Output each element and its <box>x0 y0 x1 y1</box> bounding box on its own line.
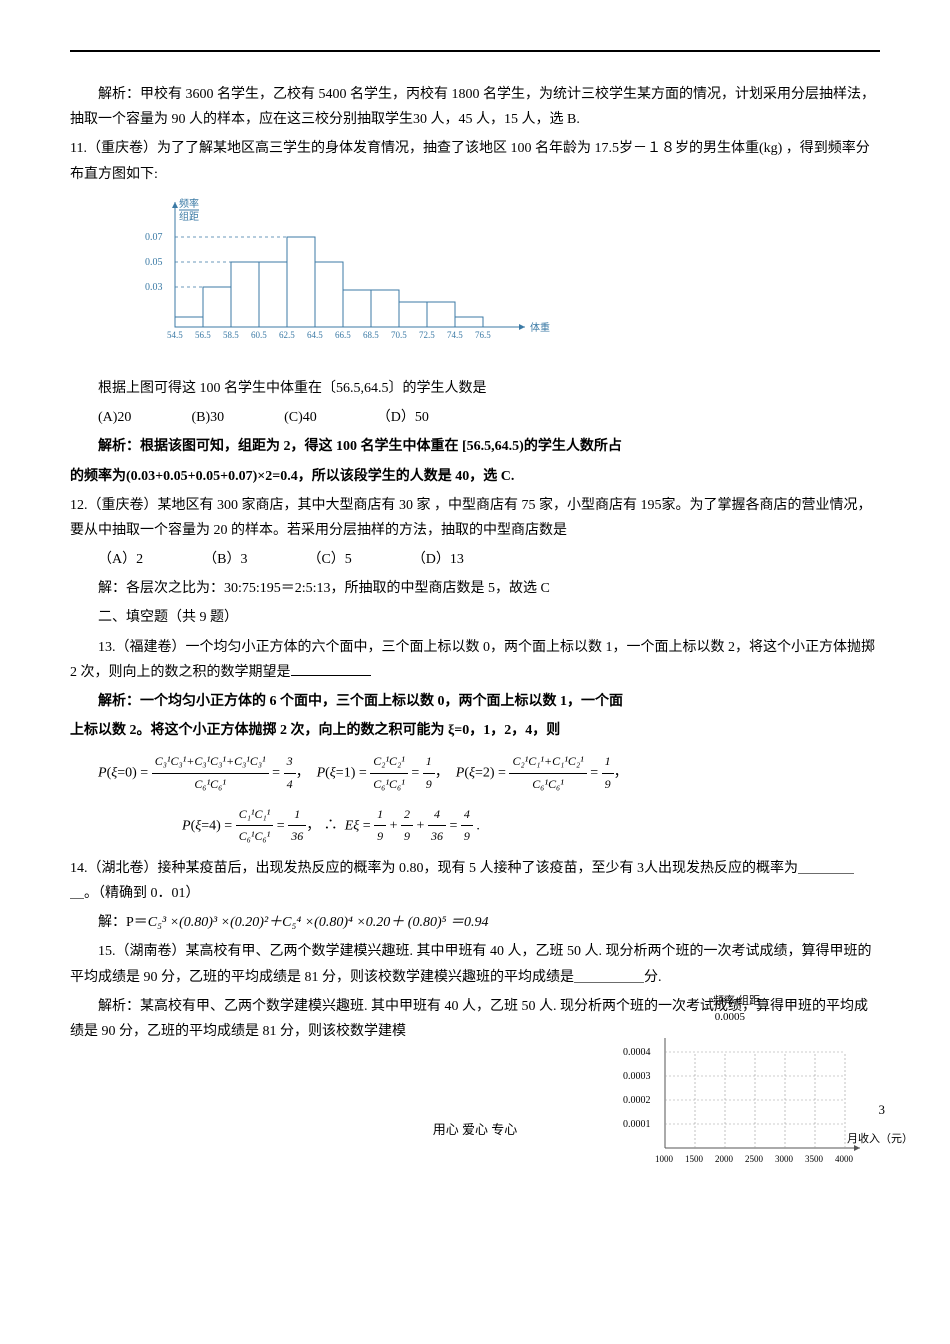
blank <box>291 661 371 676</box>
svg-text:3500: 3500 <box>805 1154 824 1164</box>
q11-answer2: 的频率为(0.03+0.05+0.05+0.07)×2=0.4，所以该段学生的人… <box>70 464 880 489</box>
svg-text:64.5: 64.5 <box>307 330 323 340</box>
svg-text:76.5: 76.5 <box>475 330 491 340</box>
svg-text:72.5: 72.5 <box>419 330 435 340</box>
svg-text:68.5: 68.5 <box>363 330 379 340</box>
svg-text:2500: 2500 <box>745 1154 764 1164</box>
svg-text:0.0003: 0.0003 <box>623 1071 651 1082</box>
q15-stem: 15.（湖南卷）某高校有甲、乙两个数学建模兴趣班. 其中甲班有 40 人，乙班 … <box>70 939 880 989</box>
svg-text:体重(kg): 体重(kg) <box>530 321 550 334</box>
q13-answer1: 解析：一个均匀小正方体的 6 个面中，三个面上标以数 0，两个面上标以数 1，一… <box>70 689 880 714</box>
svg-text:0.0002: 0.0002 <box>623 1095 651 1106</box>
q11-answer1: 解析：根据该图可知，组距为 2，得这 100 名学生中体重在 [56.5,64.… <box>70 434 880 459</box>
overlay-label2: 0.0005 <box>687 1008 745 1028</box>
q13-formula1: P(ξ=0) = C₃¹C₃¹+C₃¹C₃¹+C₃¹C₃¹C₆¹C₆¹ = 34… <box>98 751 880 795</box>
q12-opt-a: （A）2 <box>98 547 143 572</box>
svg-text:3000: 3000 <box>775 1154 794 1164</box>
q14-stem: 14.（湖北卷）接种某疫苗后，出现发热反应的概率为 0.80，现有 5 人接种了… <box>70 856 880 906</box>
q13-stem: 13.（福建卷）一个均匀小正方体的六个面中，三个面上标以数 0，两个面上标以数 … <box>70 635 880 685</box>
svg-text:58.5: 58.5 <box>223 330 239 340</box>
q11-opt-a: (A)20 <box>98 405 131 430</box>
svg-text:组距: 组距 <box>179 210 199 223</box>
q12-stem: 12.（重庆卷）某地区有 300 家商店，其中大型商店有 30 家 ，中型商店有… <box>70 493 880 543</box>
svg-text:66.5: 66.5 <box>335 330 351 340</box>
q13-answer2: 上标以数 2。将这个小正方体抛掷 2 次，向上的数之积可能为 ξ=0，1，2，4… <box>70 718 880 743</box>
svg-text:4000: 4000 <box>835 1154 854 1164</box>
svg-text:0.0004: 0.0004 <box>623 1047 651 1058</box>
svg-text:74.5: 74.5 <box>447 330 463 340</box>
svg-text:月收入（元）: 月收入（元） <box>847 1131 910 1145</box>
q11-opt-d: （D）50 <box>377 405 429 430</box>
q12-opt-c: （C）5 <box>307 547 351 572</box>
header-rule <box>70 50 880 52</box>
q12-opt-d: （D）13 <box>412 547 464 572</box>
mini-histogram: 0.0004 0.0003 0.0002 0.0001 1000 1500 2000 2500… <box>610 1028 910 1228</box>
svg-text:0.07: 0.07 <box>145 232 163 243</box>
svg-text:62.5: 62.5 <box>279 330 295 340</box>
svg-text:1000: 1000 <box>655 1154 674 1164</box>
q13-formula2: P(ξ=4) = C₁¹C₁¹C₆¹C₆¹ = 136， ∴ Eξ = 19 +… <box>182 804 880 848</box>
q14-answer: 解：P＝C₅³ ×(0.80)³ ×(0.20)²＋C₅⁴ ×(0.80)⁴ ×… <box>70 910 880 935</box>
q11-opt-c: (C)40 <box>284 405 317 430</box>
svg-text:60.5: 60.5 <box>251 330 267 340</box>
histogram-chart: 频率组距 0.07 0.05 0.03 54.5 56.5 58.5 60.5 62.5 64.5… <box>130 197 880 371</box>
svg-text:0.05: 0.05 <box>145 257 163 268</box>
q12-answer: 解：各层次之比为：30:75:195＝2:5:13，所抽取的中型商店数是 5，故… <box>70 576 880 601</box>
q11-opt-b: (B)30 <box>191 405 224 430</box>
q12-options: （A）2 （B）3 （C）5 （D）13 <box>98 547 880 572</box>
svg-text:2000: 2000 <box>715 1154 734 1164</box>
svg-text:56.5: 56.5 <box>195 330 211 340</box>
q10-analysis: 解析：甲校有 3600 名学生，乙校有 5400 名学生，丙校有 1800 名学… <box>70 82 880 132</box>
q11-options: (A)20 (B)30 (C)40 （D）50 <box>98 405 880 430</box>
q12-opt-b: （B）3 <box>203 547 247 572</box>
svg-text:频率: 频率 <box>179 197 199 210</box>
q11-followup: 根据上图可得这 100 名学生中体重在〔56.5,64.5〕的学生人数是 <box>70 376 880 401</box>
svg-text:0.0001: 0.0001 <box>623 1119 651 1130</box>
svg-text:0.03: 0.03 <box>145 282 163 293</box>
svg-text:70.5: 70.5 <box>391 330 407 340</box>
footer-text: 用心 爱心 专心 <box>433 1118 518 1141</box>
q11-stem: 11.（重庆卷）为了了解某地区高三学生的身体发育情况，抽查了该地区 100 名年… <box>70 136 880 186</box>
section2-title: 二、填空题（共 9 题） <box>70 605 880 630</box>
svg-text:54.5: 54.5 <box>167 330 183 340</box>
svg-text:1500: 1500 <box>685 1154 704 1164</box>
